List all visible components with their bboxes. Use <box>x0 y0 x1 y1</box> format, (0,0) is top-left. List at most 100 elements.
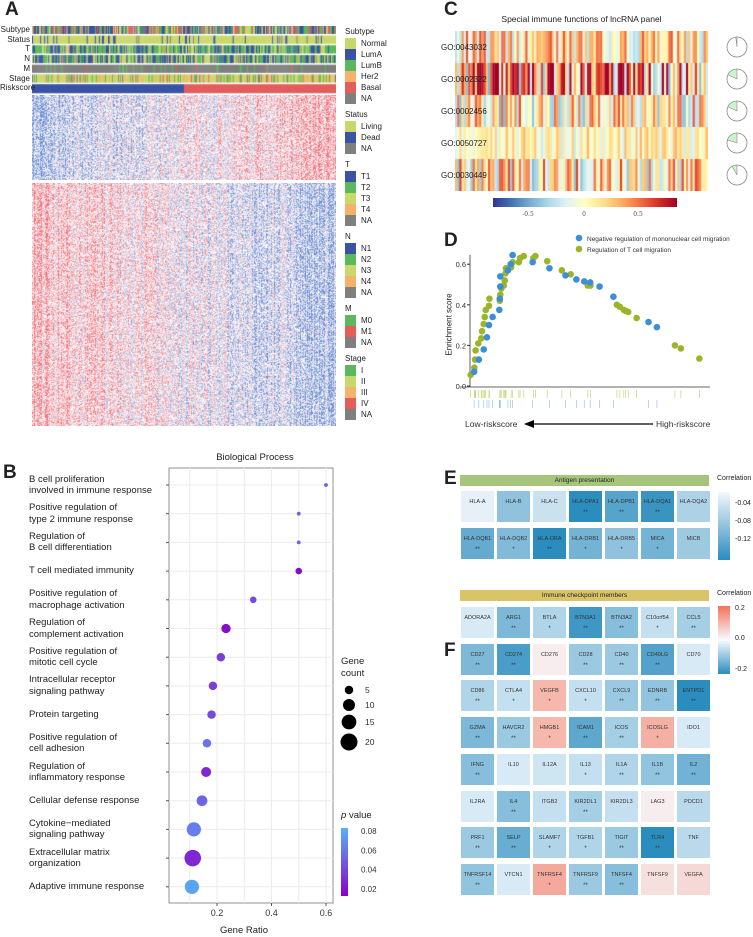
correlation-tile-cd28: CD28 ** <box>569 643 602 675</box>
panel-label-e: E <box>444 468 457 489</box>
gene-label: CD274 <box>504 651 523 658</box>
gene-label: IL13 <box>580 761 591 768</box>
high-riskscore-label: High-riskscore <box>656 419 711 429</box>
correlation-tile-cd274: CD274 ** <box>497 643 530 675</box>
gene-label: IFNG <box>470 761 485 768</box>
term-label: Regulation of complement activation <box>29 617 124 640</box>
go-term-label: GO:0002322 <box>441 75 487 84</box>
legend-swatch <box>345 143 356 154</box>
term-label: Positive regulation of type 2 immune res… <box>29 502 134 525</box>
correlation-tile-ido1: IDO1 <box>677 717 710 749</box>
legend-item-label: Living <box>361 122 382 131</box>
enrichment-point <box>567 271 574 278</box>
panel-label-b: B <box>3 462 17 483</box>
legend-swatch <box>345 398 356 409</box>
gene-label: TNFRSF14 <box>463 871 492 878</box>
colorbar-tick-label: 0.06 <box>361 846 377 855</box>
chart-title: Biological Process <box>216 452 294 463</box>
significance-stars: ** <box>511 736 516 743</box>
significance-stars: * <box>548 846 551 853</box>
legend-swatch <box>345 71 356 82</box>
significance-stars: * <box>584 699 587 706</box>
dot-point <box>324 483 328 487</box>
significance-stars: ** <box>511 846 516 853</box>
legend-marker <box>575 234 583 242</box>
legend-item-label: T3 <box>361 194 371 203</box>
enrichment-point <box>633 314 640 322</box>
annotation-label-n: N <box>24 54 30 64</box>
colorbar-tick-label: 0.08 <box>361 827 377 836</box>
significance-stars: * <box>584 547 587 553</box>
significance-stars: * <box>512 699 515 706</box>
color-legend-title-text: value <box>348 810 372 821</box>
legend-swatch <box>345 121 356 132</box>
colorbar-tick-label: 0.2 <box>735 605 745 612</box>
term-label: Cytokine−mediated signaling pathway <box>29 817 111 841</box>
legend-label: Negative regulation of mononuclear cell … <box>587 236 730 243</box>
pie-slice <box>727 100 738 112</box>
go-term-label: GO:0030449 <box>441 171 487 180</box>
gene-label: HLA-DQB2 <box>499 536 528 542</box>
significance-stars: ** <box>655 772 660 779</box>
pie-slice <box>727 68 738 80</box>
correlation-tile-tnf: TNF <box>677 827 710 859</box>
legend-title-n: N <box>345 232 351 241</box>
legend-item-label: T1 <box>361 172 371 181</box>
gene-label: BTLA <box>542 615 557 621</box>
correlation-tile-kir2dl3: KIR2DL3 <box>605 790 638 822</box>
correlation-tile-tlr4: TLR4 ** <box>641 827 674 859</box>
size-legend-dot <box>342 698 356 712</box>
panel-label-c: C <box>444 0 458 20</box>
significance-stars: ** <box>691 626 696 632</box>
correlation-tile-btn3a2: BTN3A2 ** <box>605 607 638 638</box>
correlation-tile-il4: IL4 ** <box>497 790 530 822</box>
enrichment-point <box>496 306 503 314</box>
significance-stars: ** <box>619 772 624 779</box>
gene-label: SELP <box>506 835 521 842</box>
significance-stars: ** <box>511 626 516 632</box>
correlation-tile-tnfrsf9: TNFRSF9 ** <box>569 863 602 895</box>
gene-label: CD86 <box>470 688 485 695</box>
dotplot-svg: 0.2 0.4 0.6 5 10 15 20 0.08 0.06 0.04 0.02 <box>166 467 377 918</box>
correlation-tile-il1a: IL1A ** <box>605 753 638 785</box>
significance-stars: ** <box>511 662 516 669</box>
correlation-tile-il12a: IL12A <box>533 753 566 785</box>
enrichment-point <box>485 302 493 310</box>
significance-stars: ** <box>475 882 480 889</box>
enrichment-point <box>470 368 478 376</box>
heatmap-header: Immune checkpoint members <box>460 590 709 601</box>
gene-label: HLA-DQA2 <box>679 499 708 505</box>
annotation-label-riskscore: Riskscore <box>0 83 36 93</box>
term-label: Protein targeting <box>29 708 99 720</box>
enrichment-point <box>532 252 539 260</box>
correlation-tile-selp: SELP ** <box>497 827 530 859</box>
gene-label: EDNRB <box>647 688 668 695</box>
legend-swatch <box>345 365 356 376</box>
correlation-tile-c10orf54: C10orf54 * <box>641 607 674 638</box>
term-label: Regulation of inflammatory response <box>29 760 126 784</box>
dot-point <box>184 879 200 894</box>
dot-point <box>296 540 301 545</box>
enrichment-point <box>671 342 679 349</box>
size-legend-dot <box>340 733 358 751</box>
correlation-tile-hla-dra: HLA-DRA ** <box>533 528 566 559</box>
enrichment-point <box>475 356 483 363</box>
y-tick-label: 0.0 <box>456 382 466 391</box>
term-label: Intracellular receptor signaling pathway <box>29 674 116 697</box>
enrichment-point <box>562 272 569 279</box>
panel-label-d: D <box>444 230 458 251</box>
enrichment-point <box>489 313 496 321</box>
dot-point <box>207 710 216 719</box>
correlation-tile-icos: ICOS ** <box>605 717 638 749</box>
enrichment-point <box>573 276 580 283</box>
correlation-tile-tnfrsf4: TNFRSF4 * <box>533 863 566 895</box>
enrichment-point <box>677 345 685 352</box>
legend-title-status: Status <box>345 110 368 119</box>
gene-label: TNFRSF9 <box>573 871 598 878</box>
correlation-tile-il2ra: IL2RA <box>461 790 494 822</box>
legend-swatch <box>345 337 356 348</box>
correlation-tile-ednrb: EDNRB ** <box>641 680 674 712</box>
dot-point <box>216 652 226 662</box>
enrichment-point <box>586 279 594 286</box>
enrichment-point <box>480 320 488 328</box>
